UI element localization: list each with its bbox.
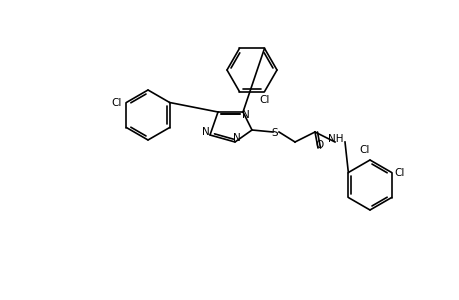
Text: O: O [315,140,324,150]
Text: N: N [233,133,241,143]
Text: Cl: Cl [394,167,404,178]
Text: N: N [241,110,249,120]
Text: NH: NH [328,134,343,144]
Text: Cl: Cl [111,98,121,107]
Text: Cl: Cl [259,95,269,105]
Text: N: N [202,127,209,137]
Text: S: S [271,128,278,138]
Text: Cl: Cl [359,145,369,155]
